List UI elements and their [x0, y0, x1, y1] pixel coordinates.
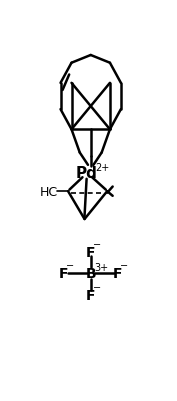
Text: −: − [120, 261, 128, 271]
Text: −: − [66, 261, 74, 271]
Text: HC: HC [40, 185, 58, 198]
Text: F: F [59, 267, 69, 281]
Text: F: F [86, 245, 95, 259]
Text: B: B [85, 267, 96, 281]
Text: −: − [93, 282, 101, 292]
Text: 2+: 2+ [95, 163, 110, 172]
Text: 3+: 3+ [94, 262, 108, 272]
Text: −: − [93, 239, 101, 249]
Text: F: F [113, 267, 122, 281]
Text: F: F [86, 288, 95, 302]
Text: Pd: Pd [76, 166, 98, 181]
